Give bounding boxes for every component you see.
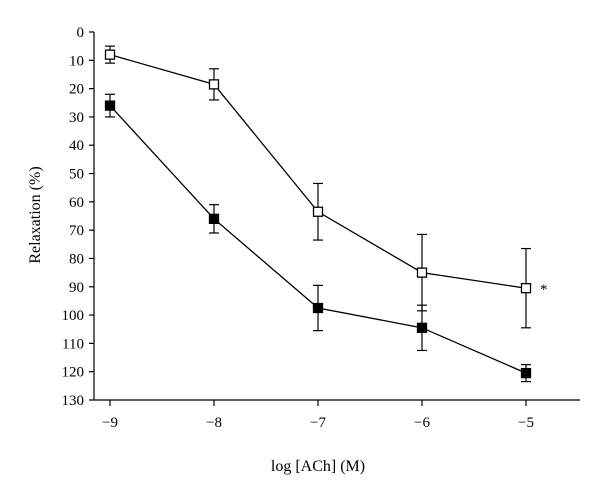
data-point-open [104, 49, 116, 60]
y-tick-label: 30 [69, 110, 84, 126]
series-line [109, 54, 527, 289]
y-axis: 0 10 20 30 40 50 60 70 80 90 100 110 120 130 [62, 25, 95, 409]
x-tick-label: −6 [414, 415, 430, 431]
y-tick-label: 40 [69, 138, 84, 154]
y-tick-label: 130 [62, 393, 85, 409]
x-tick-label: −7 [310, 415, 326, 431]
data-point-open [312, 206, 324, 217]
y-tick-label: 20 [69, 82, 84, 98]
data-point-filled [208, 213, 220, 224]
x-tick-label: −8 [206, 415, 222, 431]
data-point-filled [104, 100, 116, 111]
series-filled [104, 93, 532, 383]
y-tick-label: 10 [69, 53, 84, 69]
x-tick-label: −9 [102, 415, 118, 431]
significance-annotation: * [540, 282, 548, 298]
y-tick-label: 0 [77, 25, 85, 41]
y-tick-label: 80 [69, 251, 84, 267]
y-tick-label: 120 [62, 365, 85, 381]
data-point-open [208, 79, 220, 90]
data-point-filled [520, 367, 532, 379]
x-tick-label: −5 [518, 415, 534, 431]
plot-area: * [104, 45, 548, 383]
x-axis-label: log [ACh] (M) [271, 458, 365, 475]
data-point-filled [312, 302, 324, 314]
y-tick-label: 110 [62, 336, 84, 352]
data-point-open [416, 267, 428, 278]
series-open [104, 45, 532, 329]
y-tick-label: 60 [69, 195, 84, 211]
x-axis: −9 −8 −7 −6 −5 [94, 399, 580, 431]
data-point-open [520, 283, 532, 294]
data-point-filled [416, 322, 428, 333]
y-tick-label: 90 [69, 280, 84, 296]
y-tick-label: 70 [69, 223, 84, 239]
y-tick-label: 100 [62, 308, 85, 324]
y-tick-label: 50 [69, 167, 84, 183]
y-axis-label: Relaxation (%) [27, 166, 44, 263]
